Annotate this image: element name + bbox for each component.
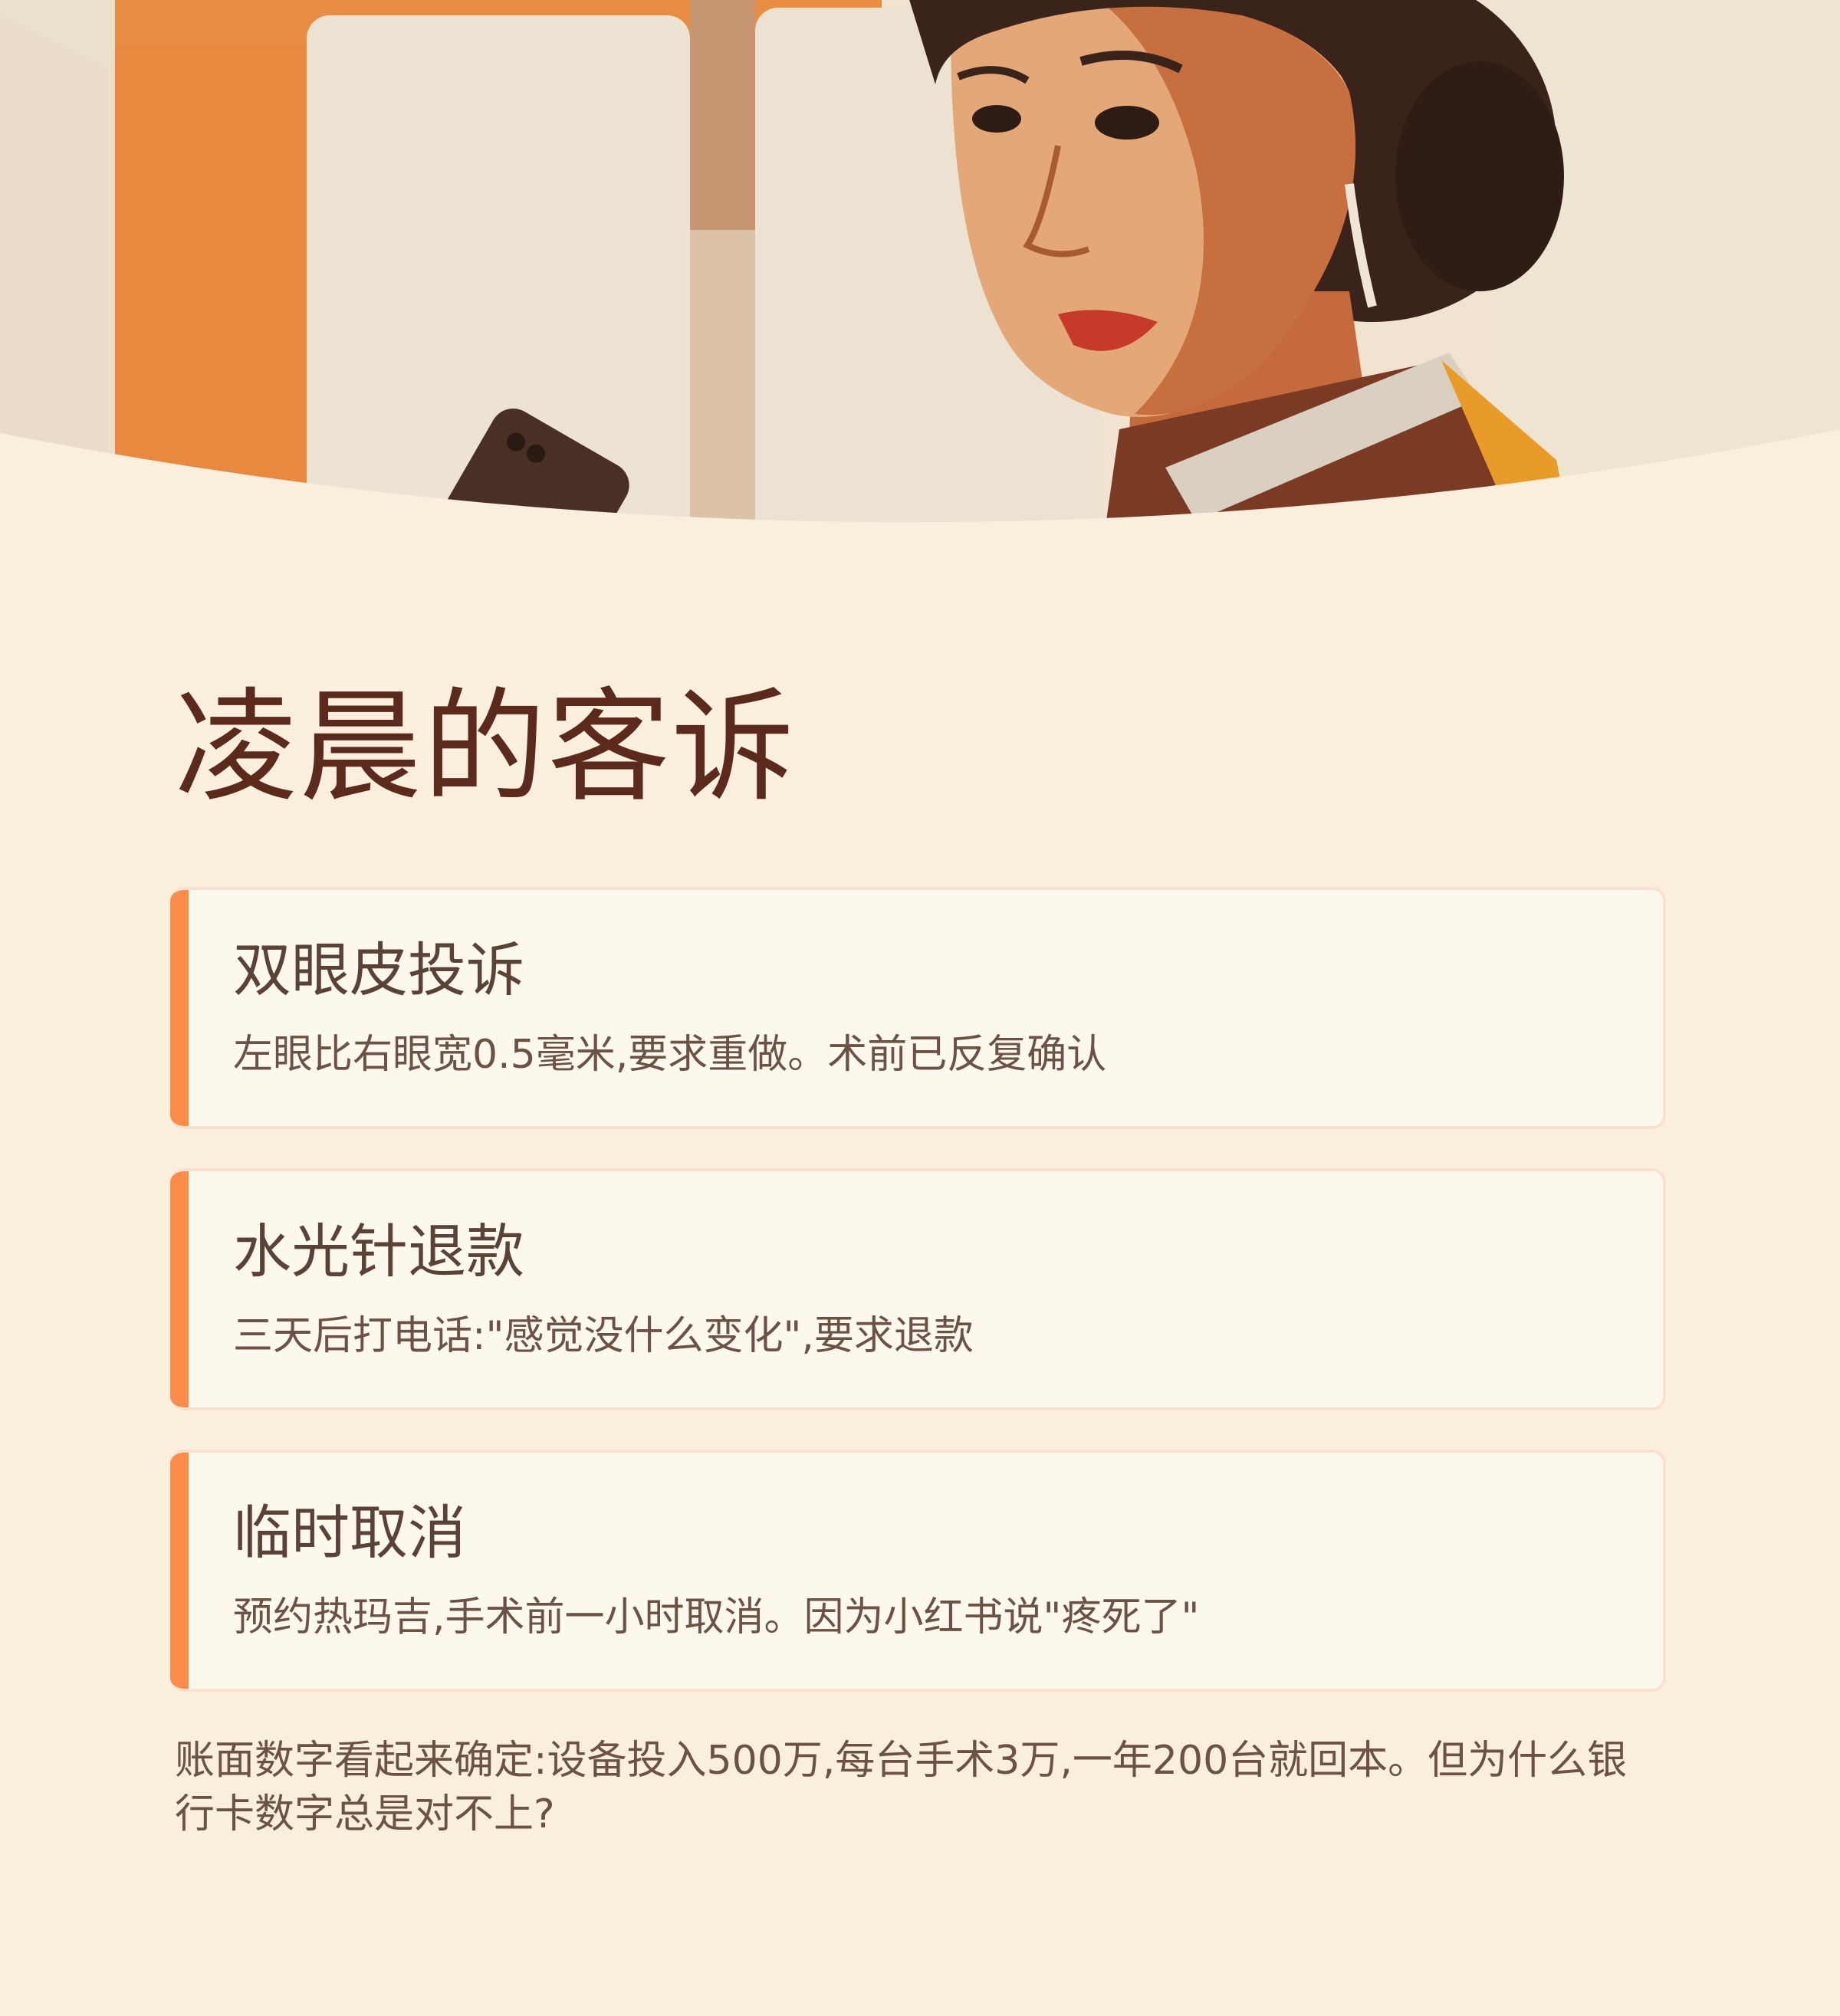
complaint-card-double-eyelid: 双眼皮投诉 左眼比右眼宽0.5毫米,要求重做。术前已反复确认	[170, 887, 1666, 1129]
page-title: 凌晨的客诉	[175, 675, 797, 819]
card-title: 双眼皮投诉	[233, 936, 524, 1004]
card-description: 预约热玛吉,手术前一小时取消。因为小红书说"疼死了"	[233, 1594, 1200, 1640]
summary-text: 账面数字看起来确定:设备投入500万,每台手术3万,一年200台就回本。但为什么…	[175, 1738, 1628, 1837]
card-accent-bar	[170, 1453, 189, 1689]
card-accent-bar	[170, 890, 189, 1126]
hero-illustration	[0, 0, 1840, 537]
card-title: 临时取消	[233, 1499, 466, 1567]
card-description: 左眼比右眼宽0.5毫米,要求重做。术前已反复确认	[233, 1032, 1107, 1078]
complaint-list: 双眼皮投诉 左眼比右眼宽0.5毫米,要求重做。术前已反复确认 水光针退款 三天后…	[170, 887, 1666, 1731]
card-accent-bar	[170, 1171, 189, 1407]
card-title: 水光针退款	[233, 1217, 524, 1285]
card-description: 三天后打电话:"感觉没什么变化",要求退款	[233, 1313, 974, 1359]
complaint-card-cancellation: 临时取消 预约热玛吉,手术前一小时取消。因为小红书说"疼死了"	[170, 1450, 1666, 1692]
complaint-card-refund: 水光针退款 三天后打电话:"感觉没什么变化",要求退款	[170, 1168, 1666, 1410]
